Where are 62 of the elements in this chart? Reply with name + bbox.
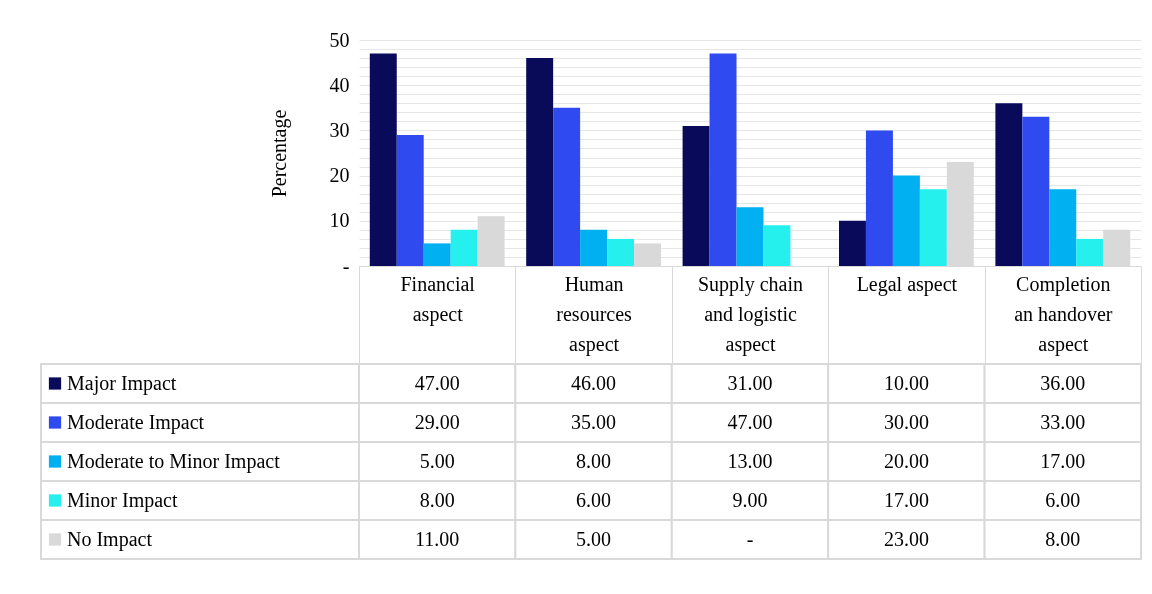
x-tick-label: Supply chain and logistic aspect	[698, 272, 803, 356]
data-label: 9.00	[732, 488, 768, 511]
data-label: 20.00	[883, 449, 929, 472]
data-label: 47.00	[414, 371, 460, 394]
bar	[892, 175, 920, 266]
bar	[423, 243, 451, 266]
data-label: 23.00	[883, 527, 929, 550]
text: -	[746, 527, 754, 550]
data-label: 6.00	[576, 488, 612, 511]
y-tick-label: 20	[329, 164, 350, 187]
data-label: 30.00	[883, 410, 929, 433]
bar	[763, 225, 791, 266]
bar	[1022, 116, 1050, 266]
bar	[1076, 238, 1104, 266]
bar	[865, 130, 893, 266]
bar	[995, 103, 1023, 266]
x-tick-label: Financial aspect	[400, 272, 476, 326]
data-label: 13.00	[727, 449, 773, 472]
data-label: 47.00	[727, 410, 773, 433]
bar	[709, 53, 737, 266]
data-label: 33.00	[1040, 410, 1086, 433]
data-label: 5.00	[576, 527, 612, 550]
bar	[396, 134, 424, 266]
data-label: 29.00	[414, 410, 460, 433]
bar	[450, 229, 478, 266]
bar	[369, 53, 397, 266]
legend-label: Minor Impact	[67, 488, 178, 512]
data-label: 36.00	[1040, 371, 1086, 394]
x-tick-label: Human resources aspect	[556, 272, 633, 356]
legend-label: Major Impact	[67, 371, 177, 395]
legend-label: Moderate to Minor Impact	[67, 449, 281, 473]
bar	[736, 207, 764, 266]
data-label: 31.00	[727, 371, 773, 394]
bar	[919, 189, 947, 266]
data-label: 17.00	[883, 488, 929, 511]
data-label: 6.00	[1045, 488, 1081, 511]
data-label: 11.00	[415, 527, 460, 550]
data-label: 8.00	[1045, 527, 1081, 550]
legend-label: No Impact	[67, 527, 153, 551]
bar	[838, 220, 866, 266]
y-tick-label: -	[342, 254, 350, 277]
data-label: 8.00	[419, 488, 455, 511]
bar	[580, 229, 608, 266]
legend-label: Moderate Impact	[67, 410, 205, 434]
x-tick-label: Completion an handover aspect	[1014, 272, 1113, 356]
bar	[1049, 189, 1077, 266]
data-label: 17.00	[1040, 449, 1086, 472]
data-label: 8.00	[576, 449, 612, 472]
data-label: 5.00	[419, 449, 455, 472]
data-label: 10.00	[883, 371, 929, 394]
bar	[682, 125, 710, 266]
bar	[607, 238, 635, 266]
y-tick-label: 10	[329, 209, 350, 232]
y-axis-title: Percentage	[267, 109, 291, 198]
x-tick-label: Legal aspect	[856, 272, 958, 296]
data-label: 35.00	[571, 410, 617, 433]
data-label: 46.00	[571, 371, 617, 394]
bar	[526, 58, 554, 266]
y-tick-label: 30	[329, 118, 350, 141]
bar	[553, 107, 581, 266]
y-tick-label: 50	[329, 28, 350, 51]
y-tick-label: 40	[329, 73, 350, 96]
